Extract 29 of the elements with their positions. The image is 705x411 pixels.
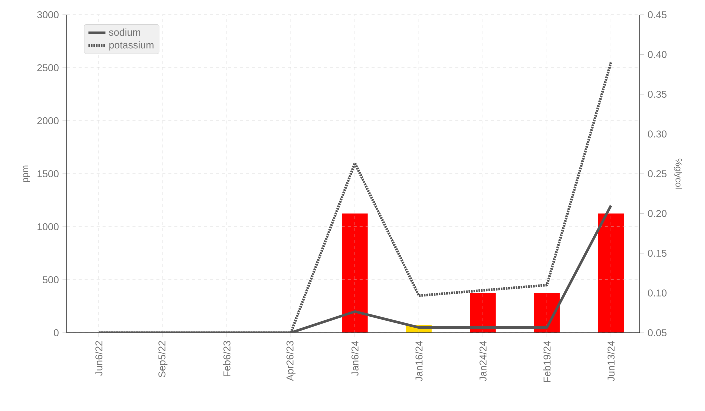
x-tick-label: Jan6/24 — [351, 341, 359, 376]
y-tick-label: 2500 — [38, 64, 59, 72]
y2-axis-title: %glycol — [674, 158, 682, 189]
x-tick-label: Jan24/24 — [479, 341, 487, 382]
y2-tick-label: 0.45 — [648, 11, 667, 19]
y2-tick-label: 0.35 — [648, 90, 667, 98]
y-tick-label: 1500 — [38, 170, 59, 178]
y-tick-label: 500 — [43, 276, 59, 284]
x-tick-label: Apr26/23 — [286, 341, 296, 382]
x-tick-label: Jan16/24 — [415, 341, 423, 382]
x-tick-label: Sep5/22 — [158, 341, 168, 378]
y-tick-label: 0 — [54, 329, 59, 337]
y-tick-label: 3000 — [37, 11, 59, 19]
y2-tick-label: 0.25 — [648, 170, 667, 178]
y2-tick-label: 0.15 — [648, 250, 667, 258]
y2-tick-label: 0.10 — [648, 290, 667, 297]
x-tick-label: Feb6/23 — [223, 341, 231, 377]
x-tick-label: Feb19/24 — [544, 341, 551, 382]
legend-label: sodium — [109, 28, 140, 36]
x-tick-label: Jun13/24 — [608, 341, 615, 382]
y-tick-label: 2000 — [38, 117, 59, 125]
legend-label: potassium — [110, 41, 154, 51]
y-axis-title: ppm — [24, 166, 30, 182]
y-tick-label: 1000 — [38, 223, 59, 231]
y2-tick-label: 0.05 — [648, 329, 667, 337]
y2-tick-label: 0.40 — [648, 51, 667, 58]
y2-tick-label: 0.30 — [648, 130, 667, 138]
y2-tick-label: 0.20 — [648, 210, 667, 218]
x-tick-label: Jun6/22 — [95, 341, 103, 376]
